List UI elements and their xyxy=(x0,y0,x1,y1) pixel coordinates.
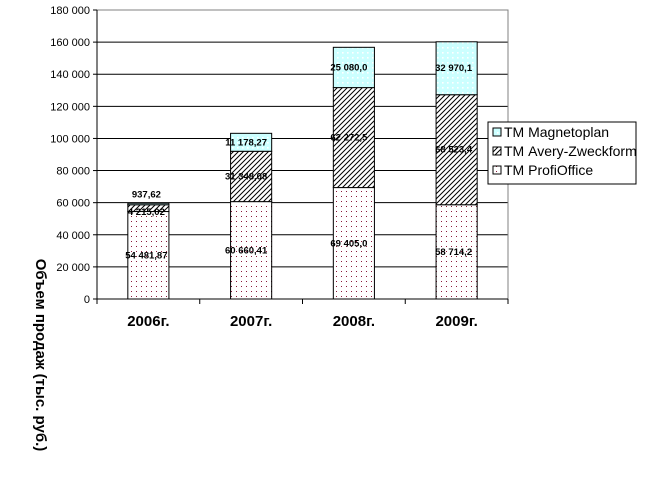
data-label: 62 272,5 xyxy=(330,133,368,144)
y-tick-label: 160 000 xyxy=(50,37,90,49)
y-tick-label: 0 xyxy=(84,294,90,306)
data-label: 32 970,1 xyxy=(435,63,473,74)
y-tick-label: 180 000 xyxy=(50,5,90,17)
legend-entry: ТМ Avery-Zweckform xyxy=(504,143,637,159)
y-tick-label: 60 000 xyxy=(56,198,90,210)
bar-segment-grid-dots xyxy=(127,202,170,206)
bar-segment-dots xyxy=(230,201,273,300)
data-label: 68 523,4 xyxy=(435,145,473,156)
legend-swatch xyxy=(492,165,502,175)
bar-segment-diagonal-hatch xyxy=(435,94,478,206)
y-tick-label: 20 000 xyxy=(56,262,90,274)
bar-segment-dots xyxy=(332,187,375,300)
data-label: 4 215,02 xyxy=(128,207,165,218)
y-axis-title: Объем продаж (тыс. руб.) xyxy=(32,259,49,452)
bar-segment-dots xyxy=(127,211,170,300)
y-tick-label: 80 000 xyxy=(56,166,90,178)
x-category-label: 2008г. xyxy=(333,313,375,330)
x-category-label: 2006г. xyxy=(127,313,169,330)
bar-segment-diagonal-hatch xyxy=(332,87,375,189)
legend-swatch xyxy=(492,127,502,137)
data-label: 31 348,08 xyxy=(225,171,267,182)
data-label: 11 178,27 xyxy=(225,137,267,148)
legend-entry: ТМ ProfiOffice xyxy=(504,162,593,178)
y-tick-label: 40 000 xyxy=(56,230,90,242)
x-category-label: 2007г. xyxy=(230,313,272,330)
legend-box xyxy=(487,121,637,185)
data-label: 58 714,2 xyxy=(435,247,472,258)
bar-segment-diagonal-hatch xyxy=(230,150,273,203)
data-label: 937,62 xyxy=(132,189,161,200)
bar-segment-grid-dots xyxy=(435,41,478,96)
legend-swatch xyxy=(492,146,502,156)
data-label: 69 405,0 xyxy=(330,238,367,249)
data-label: 25 080,0 xyxy=(330,62,367,73)
bar-segment-grid-dots xyxy=(230,132,273,152)
y-tick-label: 100 000 xyxy=(50,133,90,145)
data-label: 60 660,41 xyxy=(225,245,268,256)
bar-segment-dots xyxy=(435,204,478,300)
bar-segment-grid-dots xyxy=(332,46,375,89)
y-tick-label: 120 000 xyxy=(50,101,90,113)
y-tick-label: 140 000 xyxy=(50,69,90,81)
data-label: 54 481,87 xyxy=(125,250,167,261)
x-category-label: 2009г. xyxy=(435,313,477,330)
legend-entry: ТМ Magnetoplan xyxy=(504,124,609,140)
